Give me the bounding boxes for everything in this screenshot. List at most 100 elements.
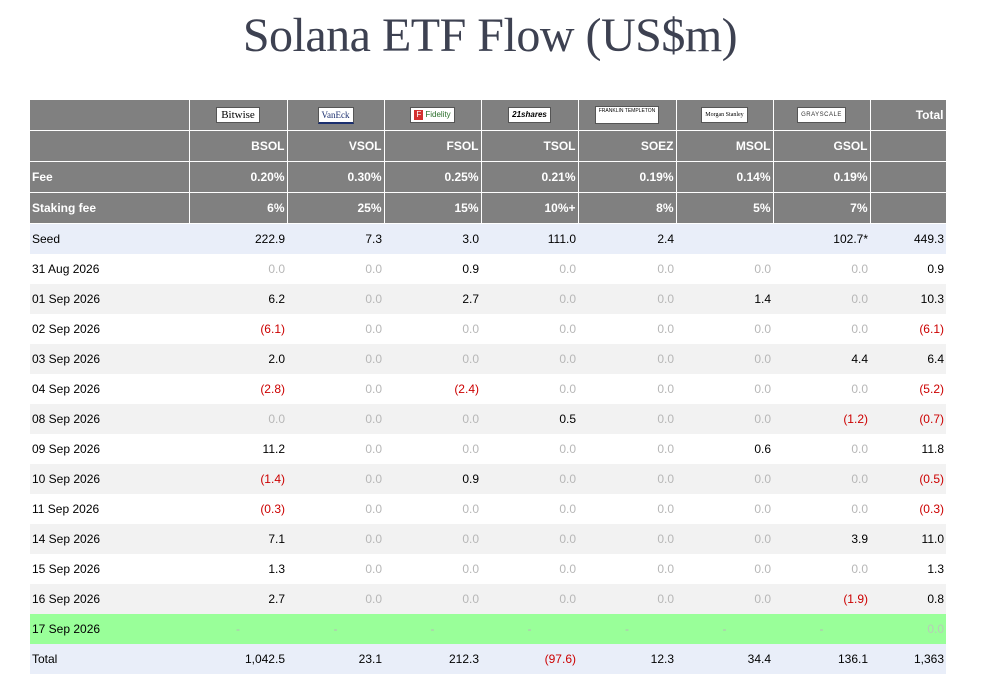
flow-value-cell: 7.3 bbox=[287, 224, 384, 255]
flow-value-cell: 102.7* bbox=[773, 224, 870, 255]
flow-value-cell: 0.0 bbox=[481, 554, 578, 584]
flow-value-cell: - bbox=[189, 614, 287, 644]
fee-row: Fee 0.20% 0.30% 0.25% 0.21% 0.19% 0.14% … bbox=[30, 162, 946, 193]
flow-value-cell: (1.9) bbox=[773, 584, 870, 614]
flow-value-cell: 0.0 bbox=[287, 464, 384, 494]
flow-value-cell: 136.1 bbox=[773, 644, 870, 674]
flow-value-cell: 1.4 bbox=[676, 284, 773, 314]
flow-value-cell: 222.9 bbox=[189, 224, 287, 255]
flow-value-cell: (1.2) bbox=[773, 404, 870, 434]
flow-value-cell: 4.4 bbox=[773, 344, 870, 374]
flow-value-cell: 0.0 bbox=[578, 554, 676, 584]
flow-value-cell: 0.0 bbox=[481, 374, 578, 404]
total-column-header: Total bbox=[870, 100, 946, 131]
flow-value-cell: 0.0 bbox=[384, 524, 481, 554]
flow-value-cell: 0.0 bbox=[578, 284, 676, 314]
flow-value-cell: 0.0 bbox=[676, 554, 773, 584]
fee-cell: 0.19% bbox=[578, 162, 676, 193]
row-total-cell: 449.3 bbox=[870, 224, 946, 255]
flow-value-cell: 0.6 bbox=[676, 434, 773, 464]
ticker-row-label bbox=[30, 131, 189, 162]
fidelity-mark-icon: F bbox=[414, 110, 423, 120]
grayscale-logo: GRAYSCALE bbox=[773, 100, 870, 131]
flow-value-cell: 3.0 bbox=[384, 224, 481, 255]
corner-cell bbox=[30, 100, 189, 131]
ticker-cell: BSOL bbox=[189, 131, 287, 162]
flow-value-cell: 0.0 bbox=[676, 524, 773, 554]
flow-value-cell: 0.0 bbox=[481, 344, 578, 374]
flow-value-cell: 0.0 bbox=[287, 524, 384, 554]
flow-value-cell: 0.0 bbox=[384, 494, 481, 524]
flow-value-cell: 0.0 bbox=[773, 254, 870, 284]
flow-value-cell: 0.0 bbox=[287, 404, 384, 434]
flow-value-cell: 3.9 bbox=[773, 524, 870, 554]
row-label: 09 Sep 2026 bbox=[30, 434, 189, 464]
row-total-cell: 0.0 bbox=[870, 614, 946, 644]
staking-fee-row-label: Staking fee bbox=[30, 193, 189, 224]
flow-value-cell bbox=[676, 224, 773, 255]
flow-value-cell: 0.0 bbox=[676, 494, 773, 524]
flow-value-cell: - bbox=[773, 614, 870, 644]
flow-value-cell: 6.2 bbox=[189, 284, 287, 314]
ticker-cell: SOEZ bbox=[578, 131, 676, 162]
flow-value-cell: 0.0 bbox=[676, 374, 773, 404]
vaneck-logo: VanEck bbox=[287, 100, 384, 131]
flow-value-cell: 0.0 bbox=[384, 404, 481, 434]
flow-value-cell: 0.0 bbox=[578, 434, 676, 464]
franklin-templeton-logo: FRANKLIN TEMPLETON bbox=[578, 100, 676, 131]
staking-fee-cell: 6% bbox=[189, 193, 287, 224]
row-total-cell: 11.8 bbox=[870, 434, 946, 464]
ticker-total-cell bbox=[870, 131, 946, 162]
fee-cell: 0.14% bbox=[676, 162, 773, 193]
fee-cell: 0.25% bbox=[384, 162, 481, 193]
row-label: 16 Sep 2026 bbox=[30, 584, 189, 614]
row-label: Total bbox=[30, 644, 189, 674]
flow-value-cell: 0.0 bbox=[481, 464, 578, 494]
row-total-cell: 6.4 bbox=[870, 344, 946, 374]
flow-value-cell: - bbox=[676, 614, 773, 644]
ticker-cell: TSOL bbox=[481, 131, 578, 162]
fee-cell: 0.21% bbox=[481, 162, 578, 193]
flow-value-cell: 0.0 bbox=[189, 254, 287, 284]
staking-fee-row: Staking fee 6% 25% 15% 10%+ 8% 5% 7% bbox=[30, 193, 946, 224]
staking-fee-cell: 7% bbox=[773, 193, 870, 224]
flow-value-cell: 0.0 bbox=[287, 254, 384, 284]
flow-value-cell: 0.0 bbox=[481, 434, 578, 464]
flow-value-cell: 0.0 bbox=[481, 284, 578, 314]
fee-row-label: Fee bbox=[30, 162, 189, 193]
row-label: 04 Sep 2026 bbox=[30, 374, 189, 404]
flow-value-cell: 0.0 bbox=[578, 344, 676, 374]
morgan-stanley-logo: Morgan Stanley bbox=[676, 100, 773, 131]
staking-fee-cell: 15% bbox=[384, 193, 481, 224]
flow-value-cell: 0.0 bbox=[676, 404, 773, 434]
flow-value-cell: 1,042.5 bbox=[189, 644, 287, 674]
row-total-cell: (0.7) bbox=[870, 404, 946, 434]
flow-value-cell: 0.0 bbox=[676, 344, 773, 374]
flow-value-cell: 212.3 bbox=[384, 644, 481, 674]
flow-value-cell: 0.0 bbox=[773, 284, 870, 314]
row-total-cell: 11.0 bbox=[870, 524, 946, 554]
fee-cell: 0.19% bbox=[773, 162, 870, 193]
flow-value-cell: - bbox=[481, 614, 578, 644]
flow-value-cell: 12.3 bbox=[578, 644, 676, 674]
row-label: 01 Sep 2026 bbox=[30, 284, 189, 314]
staking-fee-cell: 8% bbox=[578, 193, 676, 224]
flow-value-cell: 0.9 bbox=[384, 254, 481, 284]
flow-value-cell: 0.0 bbox=[578, 584, 676, 614]
flow-value-cell: 0.0 bbox=[578, 404, 676, 434]
flow-value-cell: (0.3) bbox=[189, 494, 287, 524]
flow-value-cell: 0.0 bbox=[773, 494, 870, 524]
flow-value-cell: - bbox=[384, 614, 481, 644]
flow-value-cell: 0.0 bbox=[384, 344, 481, 374]
flow-value-cell: 0.0 bbox=[773, 314, 870, 344]
